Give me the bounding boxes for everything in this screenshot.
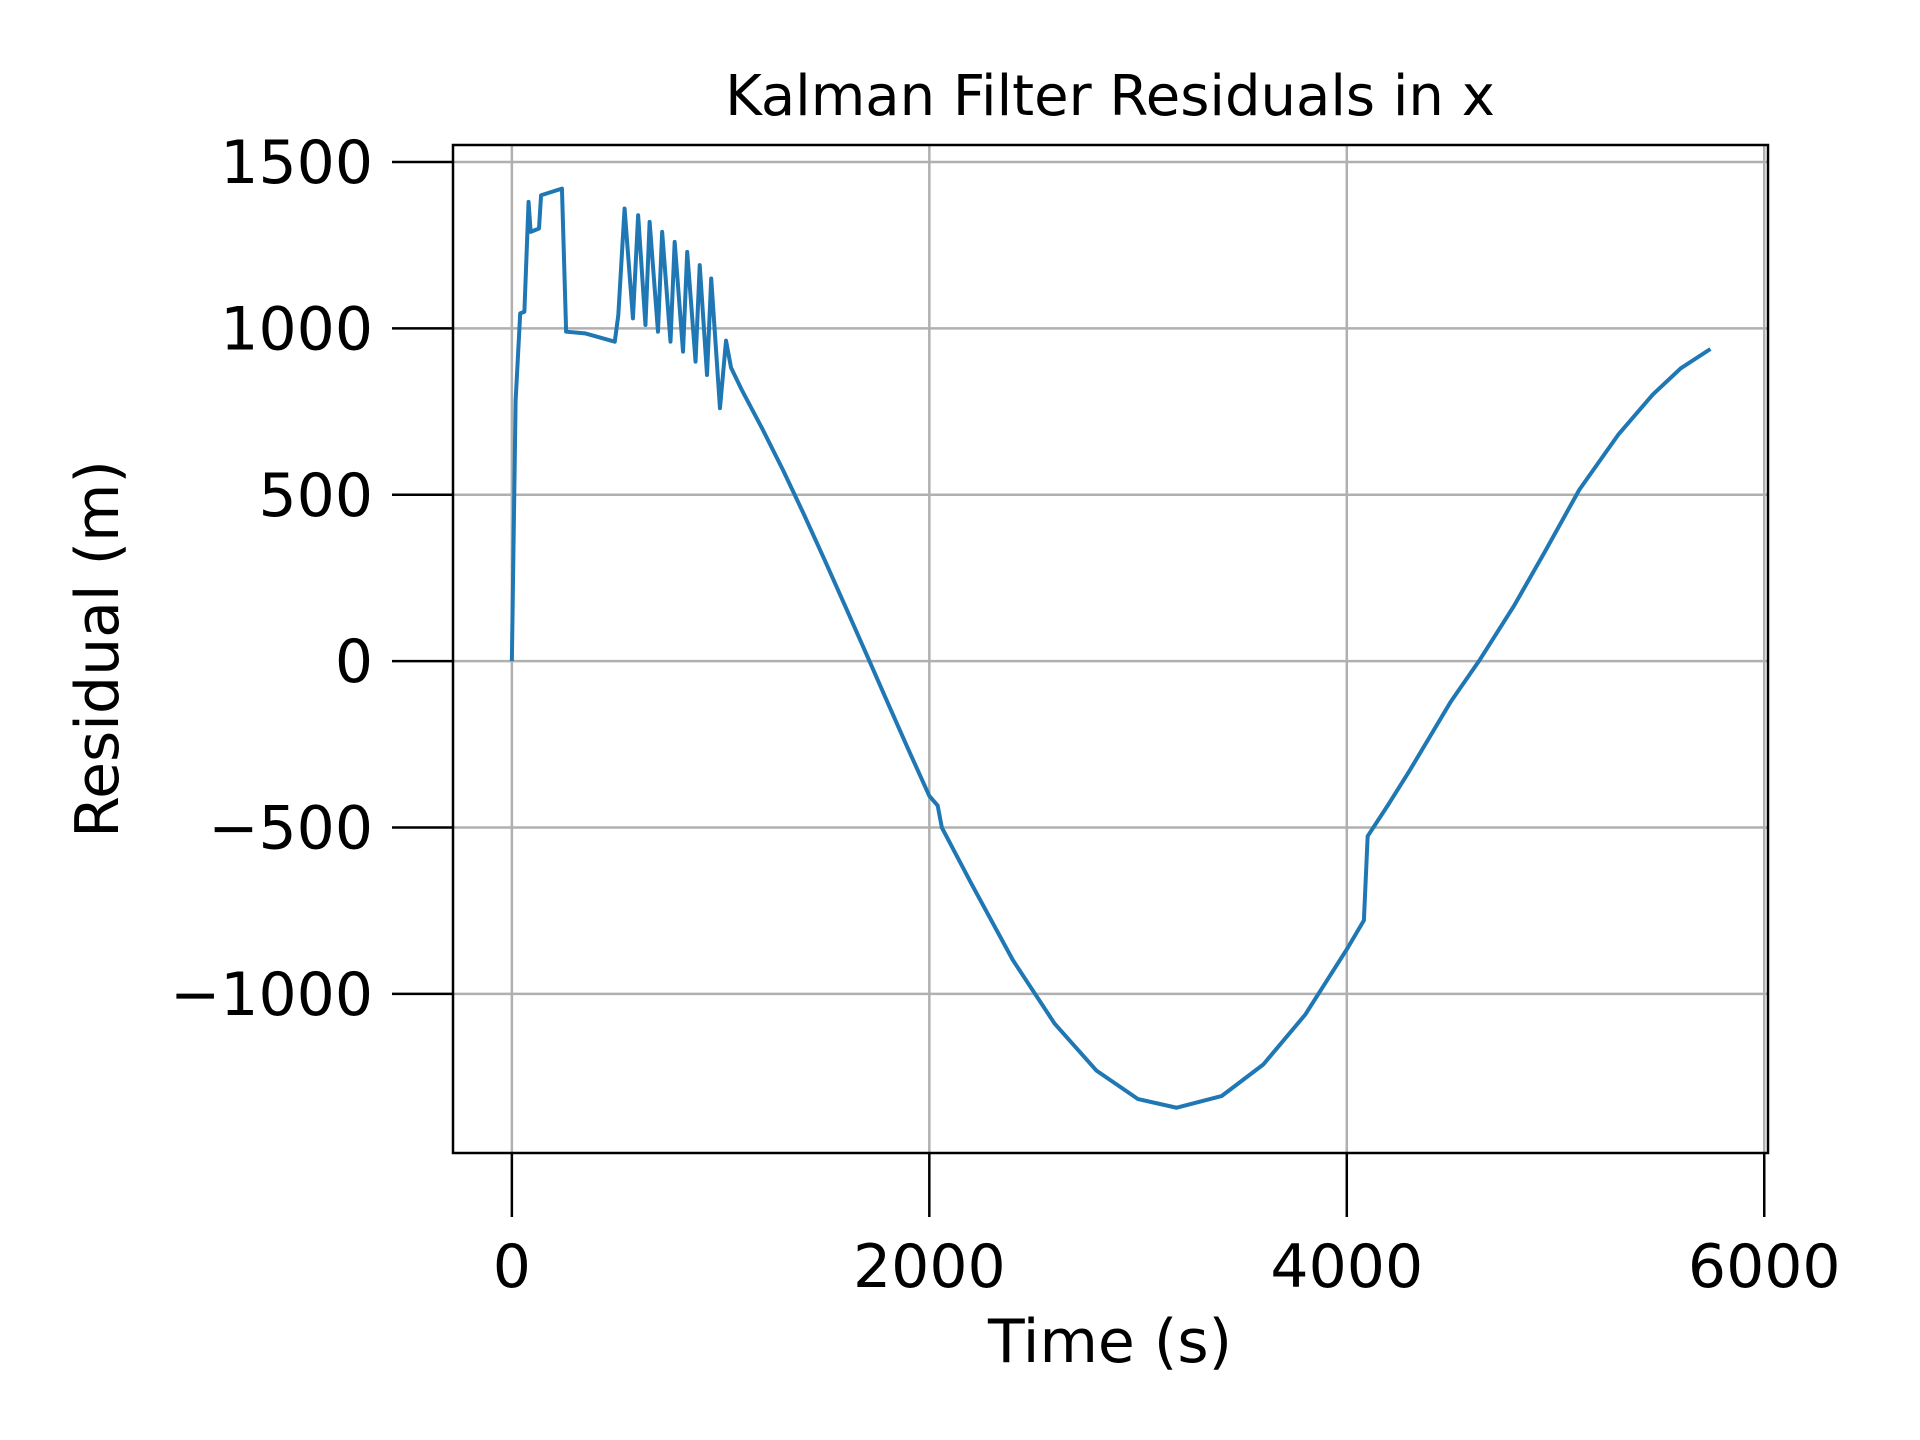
- y-tick-label: 500: [258, 461, 373, 531]
- x-axis-label: Time (s): [987, 1307, 1232, 1377]
- data-line: [509, 186, 1712, 1110]
- x-tick-label: 0: [493, 1232, 531, 1302]
- y-tick-label: 0: [335, 627, 373, 697]
- y-tick-label: 1000: [220, 294, 373, 364]
- y-tick-label: −500: [208, 794, 373, 864]
- y-axis-label: Residual (m): [63, 460, 133, 838]
- y-tick-label: 1500: [220, 128, 373, 198]
- x-tick-label: 6000: [1688, 1232, 1841, 1302]
- y-tick-label: −1000: [170, 960, 373, 1030]
- chart-title: Kalman Filter Residuals in x: [725, 64, 1495, 129]
- x-tick-label: 2000: [853, 1232, 1006, 1302]
- plot-frame: [451, 143, 1770, 1155]
- x-tick-label: 4000: [1270, 1232, 1423, 1302]
